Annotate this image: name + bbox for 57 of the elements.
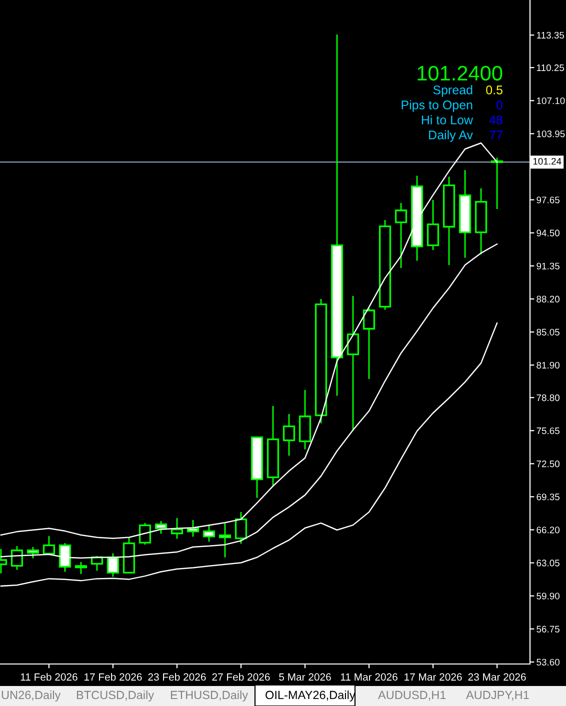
- y-tick-label: 113.35: [536, 32, 564, 39]
- x-tick-label: 5 Mar 2026: [279, 673, 331, 681]
- annotation: 101.2400: [418, 66, 502, 81]
- y-tick-label: 72.50: [536, 460, 560, 468]
- y-tick-label: 103.95: [536, 130, 565, 138]
- annotation: 0.5: [486, 86, 502, 94]
- annotation: 0: [496, 100, 503, 110]
- y-tick-label: 91.35: [536, 262, 560, 270]
- text: OIL-MAY26,Daily: [266, 690, 356, 702]
- y-tick-label: 110.25: [536, 64, 564, 72]
- y-tick-label: 85.05: [536, 328, 560, 336]
- candlestick: [234, 511, 248, 544]
- text: ETHUSD,Daily: [170, 690, 248, 702]
- text: BTCUSD,Daily: [76, 690, 154, 702]
- candlestick: [170, 517, 184, 540]
- candlestick: [74, 561, 88, 575]
- x-tick-label: 17 Mar 2026: [404, 673, 462, 681]
- annotation: Spread: [433, 85, 472, 97]
- text: UN26,Daily: [2, 690, 61, 702]
- ref-line-label: 101.24: [533, 158, 562, 165]
- x-tick-label: 17 Feb 2026: [84, 673, 142, 681]
- text: AUDJPY,H1: [466, 690, 529, 701]
- y-tick-label: 69.35: [536, 494, 560, 500]
- candlestick: [282, 413, 296, 456]
- y-tick-label: 88.20: [536, 296, 560, 302]
- candlestick: [426, 199, 440, 251]
- candlestick: [154, 520, 168, 534]
- x-tick-label: 11 Mar 2026: [340, 673, 398, 681]
- y-tick-label: 59.90: [536, 592, 560, 600]
- candlestick: [394, 202, 408, 269]
- y-tick-label: 56.75: [536, 626, 560, 632]
- annotation: 77: [490, 130, 502, 140]
- y-tick-label: 63.05: [536, 560, 560, 566]
- candlestick: [491, 157, 504, 210]
- candlestick: [362, 308, 376, 380]
- candlestick: [346, 295, 360, 432]
- x-tick-label: 23 Feb 2026: [148, 673, 206, 681]
- y-tick-label: 78.80: [536, 394, 560, 402]
- candlestick: [138, 522, 152, 546]
- x-tick-label: 11 Feb 2026: [20, 673, 78, 681]
- annotation: Hi to Low: [422, 115, 474, 124]
- annotation: 48: [489, 116, 502, 124]
- y-tick-label: 75.65: [536, 427, 560, 434]
- y-tick-label: 97.65: [536, 196, 560, 204]
- candlestick: [42, 535, 56, 555]
- x-tick-label: 23 Mar 2026: [468, 673, 526, 681]
- line-series: [0, 322, 498, 587]
- y-tick-label: 107.10: [536, 97, 565, 104]
- y-tick-label: 81.90: [536, 362, 560, 369]
- annotation: Daily Av: [429, 130, 473, 142]
- text: AUDUSD,H1: [378, 690, 446, 701]
- y-tick-label: 53.60: [536, 658, 560, 666]
- y-tick-label: 94.50: [536, 230, 560, 236]
- candlestick: [10, 545, 23, 570]
- annotation: Pips to Open: [402, 100, 472, 112]
- y-tick-label: 66.20: [536, 526, 560, 534]
- x-tick-label: 27 Feb 2026: [212, 673, 270, 681]
